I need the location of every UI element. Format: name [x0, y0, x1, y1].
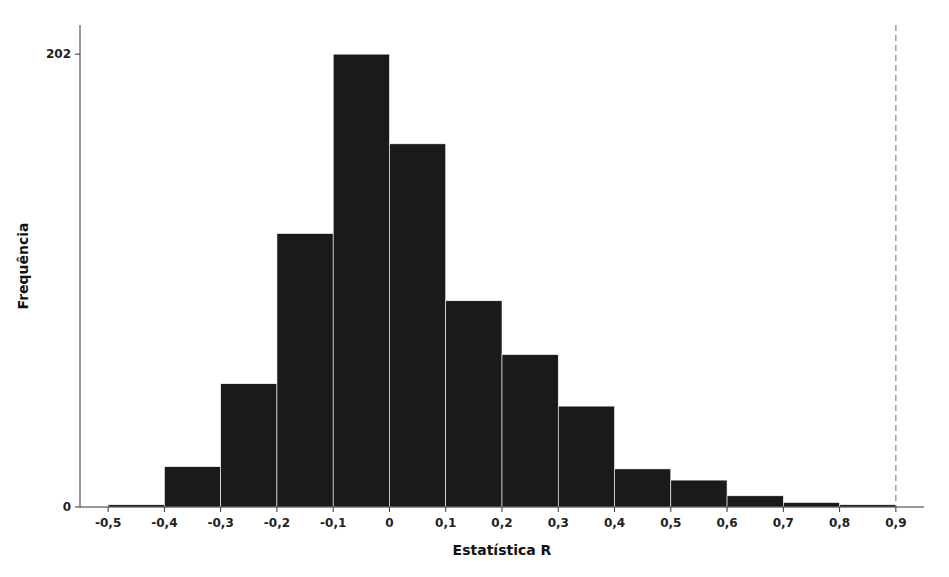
- x-tick-label: 0,1: [435, 516, 456, 530]
- histogram-bar: [221, 384, 277, 507]
- y-axis-label: Frequência: [15, 222, 31, 309]
- x-tick-label: -0,4: [151, 516, 177, 530]
- x-tick-label: 0,8: [829, 516, 850, 530]
- x-tick: [502, 507, 503, 512]
- x-tick: [445, 507, 446, 512]
- histogram-bar: [783, 503, 839, 507]
- x-tick-label: 0,9: [885, 516, 906, 530]
- x-tick: [614, 507, 615, 512]
- x-tick-label: -0,3: [208, 516, 234, 530]
- x-tick: [558, 507, 559, 512]
- x-tick: [727, 507, 728, 512]
- x-tick: [895, 507, 896, 512]
- axes: -0,5 -0,4 -0,3 -0,2 -0,1 0 0,1 0,2 0,3 0,4 0,5 0,6 0…: [46, 25, 924, 530]
- x-tick-label: 0,5: [660, 516, 681, 530]
- x-axis-label: Estatística R: [453, 542, 552, 558]
- y-tick: [75, 54, 80, 55]
- x-tick: [389, 507, 390, 512]
- x-tick-label: 0,7: [773, 516, 794, 530]
- x-tick: [276, 507, 277, 512]
- x-tick: [783, 507, 784, 512]
- histogram-bar: [671, 480, 727, 507]
- y-tick: [75, 507, 80, 508]
- histogram-bar: [446, 301, 502, 507]
- x-tick: [839, 507, 840, 512]
- x-tick-label: 0,6: [716, 516, 737, 530]
- histogram-bar: [164, 467, 220, 507]
- x-tick-label: 0,2: [491, 516, 512, 530]
- chart-container: -0,5 -0,4 -0,3 -0,2 -0,1 0 0,1 0,2 0,3 0,4 0,5 0,6 0…: [0, 0, 949, 577]
- histogram-bar: [333, 54, 389, 507]
- x-tick-label: 0,3: [548, 516, 569, 530]
- x-tick-label: -0,2: [264, 516, 290, 530]
- histogram-bar: [277, 233, 333, 507]
- histogram-bar: [615, 469, 671, 507]
- histogram-bar: [389, 144, 445, 507]
- chart-svg: -0,5 -0,4 -0,3 -0,2 -0,1 0 0,1 0,2 0,3 0,4 0,5 0,6 0…: [0, 0, 949, 577]
- y-axis-line: [80, 25, 81, 507]
- x-tick: [164, 507, 165, 512]
- x-tick: [220, 507, 221, 512]
- histogram-bar: [558, 406, 614, 507]
- y-tick-label: 0: [63, 500, 71, 514]
- x-tick: [670, 507, 671, 512]
- reference-line: [895, 25, 896, 507]
- x-tick-label: -0,5: [95, 516, 121, 530]
- background: [0, 0, 949, 577]
- y-tick-label: 202: [46, 47, 71, 61]
- histogram-bar: [502, 355, 558, 507]
- x-tick-label: 0: [385, 516, 393, 530]
- histogram-bar: [727, 496, 783, 507]
- x-tick: [333, 507, 334, 512]
- x-tick-label: 0,4: [604, 516, 625, 530]
- x-tick: [108, 507, 109, 512]
- x-tick-label: -0,1: [320, 516, 346, 530]
- bars: [108, 54, 896, 507]
